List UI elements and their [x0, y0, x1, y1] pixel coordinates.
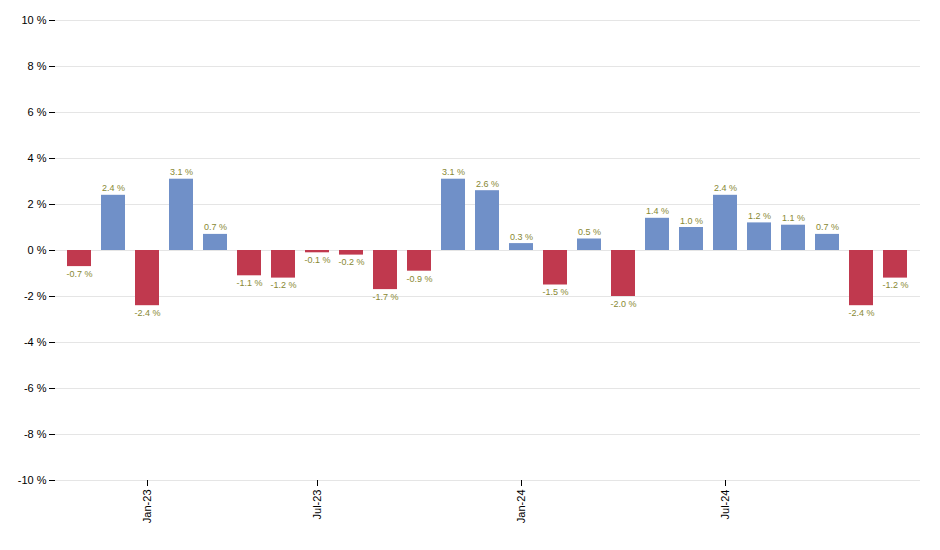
svg-text:-2.4 %: -2.4 % — [848, 308, 874, 318]
svg-text:2 %: 2 % — [28, 198, 47, 210]
svg-text:0 %: 0 % — [28, 244, 47, 256]
svg-text:1.4 %: 1.4 % — [646, 206, 669, 216]
svg-text:-2.4 %: -2.4 % — [134, 308, 160, 318]
svg-text:10 %: 10 % — [21, 14, 46, 26]
svg-text:0.3 %: 0.3 % — [510, 232, 533, 242]
svg-text:-4 %: -4 % — [24, 336, 47, 348]
svg-text:6 %: 6 % — [28, 106, 47, 118]
svg-text:3.1 %: 3.1 % — [442, 167, 465, 177]
svg-text:1.1 %: 1.1 % — [782, 213, 805, 223]
svg-text:-6 %: -6 % — [24, 382, 47, 394]
svg-text:-0.2 %: -0.2 % — [338, 257, 364, 267]
svg-text:2.4 %: 2.4 % — [714, 183, 737, 193]
svg-text:3.1 %: 3.1 % — [170, 167, 193, 177]
svg-text:Jul-23: Jul-23 — [311, 490, 323, 520]
svg-text:-10 %: -10 % — [18, 474, 47, 486]
svg-text:-1.7 %: -1.7 % — [372, 292, 398, 302]
svg-text:-0.1 %: -0.1 % — [304, 255, 330, 265]
svg-text:Jul-24: Jul-24 — [719, 490, 731, 520]
svg-text:-8 %: -8 % — [24, 428, 47, 440]
svg-text:0.7 %: 0.7 % — [204, 222, 227, 232]
svg-text:0.7 %: 0.7 % — [816, 222, 839, 232]
svg-text:1.0 %: 1.0 % — [680, 216, 703, 226]
svg-text:4 %: 4 % — [28, 152, 47, 164]
svg-text:0.5 %: 0.5 % — [578, 227, 601, 237]
svg-text:-1.5 %: -1.5 % — [542, 287, 568, 297]
svg-text:Jan-23: Jan-23 — [141, 490, 153, 524]
svg-text:2.6 %: 2.6 % — [476, 179, 499, 189]
svg-text:-1.2 %: -1.2 % — [270, 280, 296, 290]
svg-text:-0.7 %: -0.7 % — [66, 269, 92, 279]
svg-text:8 %: 8 % — [28, 60, 47, 72]
svg-text:-0.9 %: -0.9 % — [406, 274, 432, 284]
svg-text:-2.0 %: -2.0 % — [610, 299, 636, 309]
svg-text:-1.2 %: -1.2 % — [882, 280, 908, 290]
svg-text:1.2 %: 1.2 % — [748, 211, 771, 221]
svg-text:-1.1 %: -1.1 % — [236, 278, 262, 288]
svg-text:Jan-24: Jan-24 — [515, 490, 527, 524]
svg-text:-2 %: -2 % — [24, 290, 47, 302]
svg-text:2.4 %: 2.4 % — [102, 183, 125, 193]
